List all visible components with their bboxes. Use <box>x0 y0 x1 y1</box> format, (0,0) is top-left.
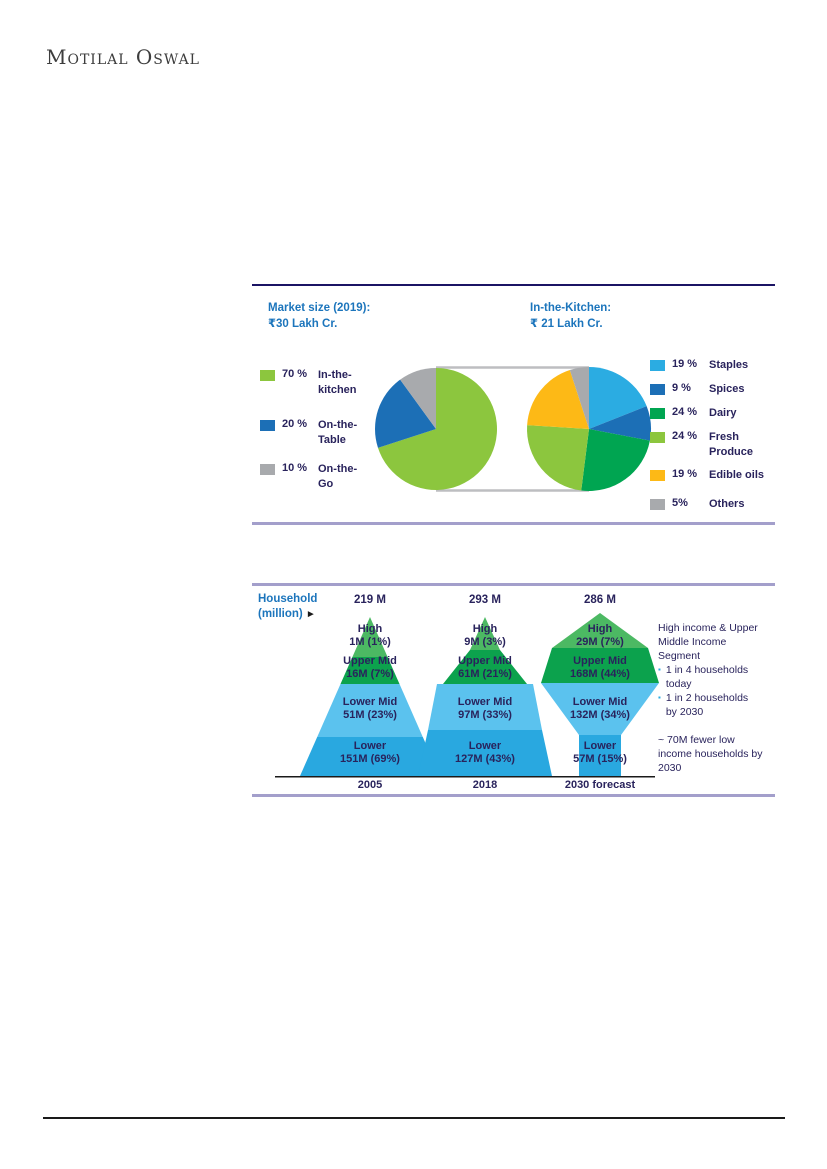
legend-label: In-the- kitchen <box>318 369 357 396</box>
legend-pct: 24 % <box>672 430 698 442</box>
pyramid-2005-lower-segment <box>300 737 440 776</box>
year-label-2030: 2030 forecast <box>564 779 636 791</box>
total-households-2005: 219 M <box>354 594 386 606</box>
legend-swatch-icon <box>260 464 275 475</box>
legend-pct: 20 % <box>282 418 308 430</box>
legend-item-on-the-table: 20 % On-the- Table <box>260 418 357 448</box>
bullet-icon: ▪ <box>658 665 661 674</box>
legend-label: Spices <box>709 383 745 395</box>
legend-item-others: 5% Others <box>650 497 744 512</box>
legend-swatch-icon <box>650 384 665 395</box>
legend-pct: 5% <box>672 497 688 509</box>
total-households-2018: 293 M <box>469 594 501 606</box>
household-pyramid-chart: Household (million) ► 219 M 293 M 286 M … <box>252 583 775 797</box>
legend-swatch-icon <box>650 499 665 510</box>
pyramids-canvas <box>275 613 659 778</box>
pie-slice-fresh-produce <box>526 425 589 491</box>
segment-label: High 29M (7%) <box>576 623 624 648</box>
pyramid-2018-lower-mid-segment <box>428 684 542 730</box>
legend-pct: 70 % <box>282 368 308 380</box>
legend-item-spices: 9 % Spices <box>650 382 744 397</box>
pyramid-2005-lower-mid-segment <box>317 684 423 737</box>
pie-slice-dairy <box>581 429 650 491</box>
legend-item-staples: 19 % Staples <box>650 358 748 373</box>
legend-label: Staples <box>709 359 749 371</box>
total-households-2030: 286 M <box>584 594 616 606</box>
legend-pct: 19 % <box>672 468 698 480</box>
market-size-title: Market size (2019): ₹30 Lakh Cr. <box>268 302 371 330</box>
market-size-pie-chart: Market size (2019): ₹30 Lakh Cr. In-the-… <box>252 284 775 525</box>
legend-label: Edible oils <box>709 469 765 481</box>
pyramid-2030-lower-mid-segment <box>541 683 659 735</box>
legend-pct: 10 % <box>282 462 308 474</box>
motilal-oswal-logo: Motilal Oswal <box>46 45 200 69</box>
segment-label: Upper Mid 61M (21%) <box>458 655 512 680</box>
legend-swatch-icon <box>650 470 665 481</box>
legend-label: On-the- Go <box>318 463 358 490</box>
legend-label: On-the- Table <box>318 419 358 446</box>
year-label-2018: 2018 <box>472 779 498 791</box>
legend-pct: 19 % <box>672 358 698 370</box>
pyramid-2005-upper-mid-segment <box>340 657 400 684</box>
pie-slice-on-the-go <box>400 368 436 429</box>
segment-label: Lower Mid 97M (33%) <box>457 696 513 721</box>
segment-label: Lower 57M (15%) <box>573 740 627 765</box>
annotation-bullet-1: ▪ 1 in 4 households today <box>658 664 749 690</box>
legend-item-edible-oils: 19 % Edible oils <box>650 468 764 483</box>
household-axis-label: Household (million) ► <box>258 593 318 620</box>
segment-label: Upper Mid 168M (44%) <box>570 655 630 680</box>
legend-label: Dairy <box>709 407 737 419</box>
annotation-bullet-2: ▪ 1 in 2 households by 2030 <box>658 692 749 718</box>
bullet-icon: ▪ <box>658 693 661 702</box>
pyramid-2030-lower-segment <box>579 735 621 776</box>
legend-item-in-the-kitchen: 70 % In-the- kitchen <box>260 368 357 398</box>
pie-slice-others <box>569 367 589 429</box>
pie-slice-staples <box>589 367 647 429</box>
segment-label: High 1M (1%) <box>349 623 391 648</box>
segment-label: High 9M (3%) <box>464 623 506 648</box>
annotation-heading: High income & Upper Middle Income Segmen… <box>658 622 758 662</box>
pyramid-2005-high-segment <box>352 617 388 657</box>
pie-charts-canvas <box>375 366 651 492</box>
pyramid-2018-upper-mid-segment <box>443 650 527 684</box>
pyramid-2018-lower-segment <box>418 730 552 776</box>
segment-label: Upper Mid 16M (7%) <box>343 655 397 680</box>
legend-swatch-icon <box>650 432 665 443</box>
legend-pct: 9 % <box>672 382 691 394</box>
segment-label: Lower Mid 51M (23%) <box>342 696 398 721</box>
right-arrow-icon: ► <box>305 609 316 620</box>
pyramid-2018-high-segment <box>470 617 500 650</box>
legend-item-dairy: 24 % Dairy <box>650 406 737 421</box>
pyramid-2030-high-segment <box>552 613 648 648</box>
legend-label: Others <box>709 498 745 510</box>
legend-pct: 24 % <box>672 406 698 418</box>
legend-item-on-the-go: 10 % On-the- Go <box>260 462 357 492</box>
footer-rule <box>43 1117 785 1119</box>
in-the-kitchen-title: In-the-Kitchen: ₹ 21 Lakh Cr. <box>530 302 612 330</box>
total-market-pie <box>375 368 498 490</box>
segment-label: Lower Mid 132M (34%) <box>570 696 630 721</box>
legend-swatch-icon <box>650 360 665 371</box>
legend-swatch-icon <box>260 370 275 381</box>
year-label-2005: 2005 <box>357 779 383 791</box>
pie-slice-in-the-kitchen <box>377 368 498 490</box>
pie-slice-on-the-table <box>375 379 436 448</box>
annotation-note: ~ 70M fewer low income households by 203… <box>658 734 763 774</box>
pyramid-2030-upper-mid-segment <box>541 648 659 683</box>
in-the-kitchen-pie <box>526 367 651 491</box>
pie-slice-edible-oils <box>527 370 589 429</box>
legend-label: Fresh Produce <box>709 431 754 458</box>
legend-swatch-icon <box>260 420 275 431</box>
pie-slice-spices <box>589 406 651 441</box>
legend-swatch-icon <box>650 408 665 419</box>
segment-label: Lower 127M (43%) <box>455 740 515 765</box>
legend-item-fresh-produce: 24 % Fresh Produce <box>650 430 753 460</box>
segment-label: Lower 151M (69%) <box>340 740 400 765</box>
